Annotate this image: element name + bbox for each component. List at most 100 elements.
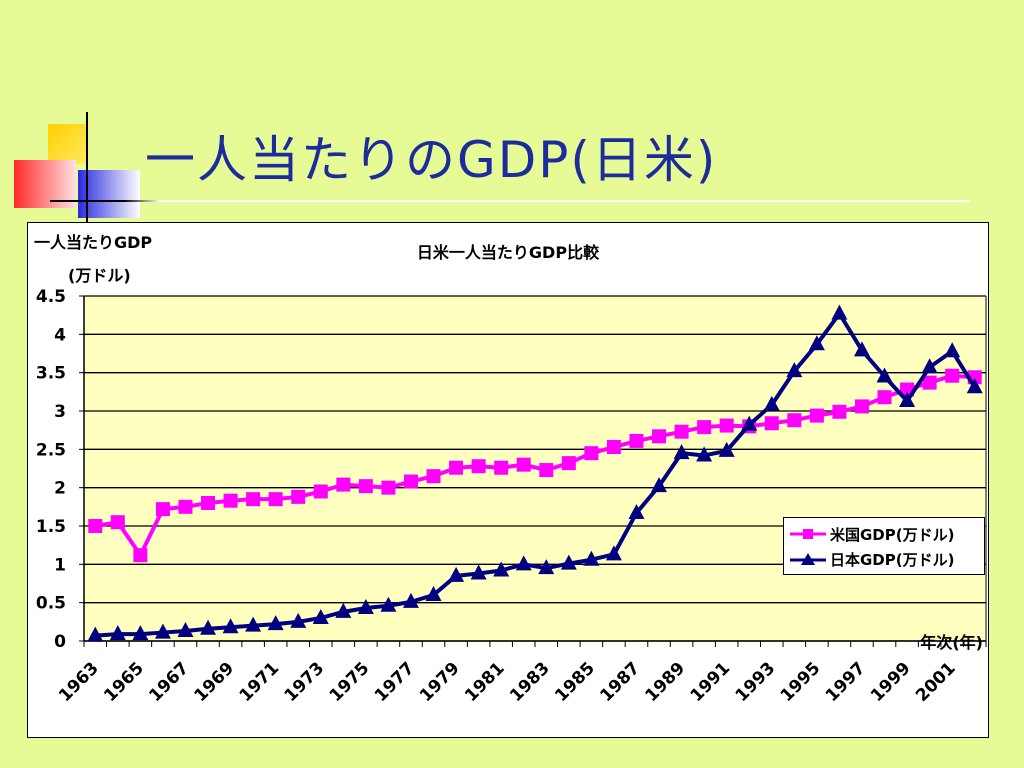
data-point-jp [177, 622, 194, 638]
data-point-jp [538, 559, 555, 575]
data-point-jp [628, 503, 645, 519]
x-tick-label: 1995 [777, 658, 825, 706]
data-point-us [561, 456, 576, 471]
y-tick-label: 2 [54, 479, 66, 499]
chart-area: 0 0.5 1 1.5 2 2.5 3 3.5 4 4.5 1963 1965 1967 1969 197… [27, 222, 989, 738]
x-tick-label: 1967 [145, 658, 193, 706]
data-point-us [471, 459, 486, 474]
chart-svg: 00.511.522.533.544.5 1963196519671969197… [34, 233, 987, 706]
data-point-jp [335, 602, 352, 618]
x-tick-label: 1973 [281, 658, 329, 706]
decor-blue-square [78, 170, 140, 218]
x-tick-label: 1963 [55, 658, 103, 706]
x-tick-label: 1971 [236, 658, 284, 706]
data-point-jp [402, 592, 419, 608]
data-point-us [178, 499, 193, 514]
series-line-jp [95, 311, 977, 638]
data-point-us [291, 489, 306, 504]
data-point-us [88, 519, 103, 533]
data-point-jp [696, 446, 713, 462]
x-tick-label: 1975 [326, 658, 374, 706]
data-point-jp [786, 362, 803, 378]
x-tick-label: 1987 [596, 658, 644, 706]
data-point-us [629, 433, 644, 448]
data-point-jp [944, 342, 961, 358]
slide-title: 一人当たりのGDP(日米) [145, 131, 718, 189]
x-tick-label: 1979 [416, 658, 464, 706]
data-point-jp [966, 378, 983, 394]
data-point-jp [808, 335, 825, 351]
data-point-us [358, 479, 373, 494]
data-point-us [516, 457, 531, 472]
data-point-jp [357, 599, 374, 615]
y-tick-label: 0.5 [36, 594, 66, 614]
data-point-jp [493, 561, 510, 577]
data-point-us [787, 413, 802, 428]
data-point-us [155, 502, 170, 517]
y-axis-label: 一人当たりGDP [34, 233, 152, 252]
data-point-us [877, 390, 892, 405]
y-axis-unit: (万ドル) [68, 266, 131, 285]
data-point-us [652, 429, 667, 444]
y-tick-label: 1 [54, 555, 66, 575]
y-tick-label: 2.5 [36, 440, 66, 460]
legend-label-jp: 日本GDP(万ドル) [830, 550, 955, 569]
data-point-jp [222, 618, 239, 634]
x-tick-label: 1965 [100, 658, 148, 706]
data-point-us [426, 469, 441, 484]
data-point-us [381, 480, 396, 495]
data-point-jp [87, 626, 104, 642]
y-tick-label: 4.5 [36, 287, 66, 307]
data-point-us [449, 460, 464, 475]
data-point-jp [763, 395, 780, 411]
y-tick-label: 0 [54, 632, 66, 652]
data-point-jp [560, 554, 577, 570]
data-point-us [133, 548, 148, 563]
decor-vertical-line [86, 112, 88, 222]
legend-item-jp: 日本GDP(万ドル) [790, 548, 954, 570]
data-point-jp [245, 616, 262, 632]
data-point-us [809, 408, 824, 423]
data-point-us [268, 492, 283, 507]
data-point-us [246, 492, 261, 507]
data-point-jp [132, 625, 149, 641]
legend: 米国GDP(万ドル) 日本GDP(万ドル) [783, 517, 985, 575]
data-point-us [403, 474, 418, 489]
x-tick-label: 1977 [371, 658, 419, 706]
data-point-us [674, 424, 689, 439]
data-point-jp [741, 415, 758, 431]
data-point-us [223, 493, 238, 508]
x-tick-label: 1993 [732, 658, 780, 706]
data-point-jp [290, 612, 307, 628]
data-point-jp [515, 555, 532, 571]
x-tick-label: 1991 [687, 658, 735, 706]
series-group [87, 304, 983, 642]
data-point-jp [267, 615, 284, 631]
legend-item-us: 米国GDP(万ドル) [790, 523, 954, 545]
data-point-us [539, 463, 554, 478]
data-point-us [697, 420, 712, 435]
data-point-jp [154, 623, 171, 639]
data-point-us [494, 460, 509, 475]
y-tick-label: 3 [54, 402, 66, 422]
title-underline [50, 200, 970, 202]
data-point-jp [425, 586, 442, 601]
data-point-us [922, 375, 937, 390]
y-tick-label: 4 [54, 325, 66, 345]
data-point-jp [921, 358, 938, 374]
data-point-jp [673, 444, 690, 460]
data-point-us [854, 399, 869, 414]
x-tick-label: 1985 [551, 658, 599, 706]
decor-yellow-square [48, 124, 88, 164]
legend-marker-jp [790, 553, 826, 565]
data-point-jp [312, 609, 329, 624]
data-point-jp [651, 477, 668, 493]
legend-marker-us [790, 529, 826, 539]
data-point-us [110, 515, 125, 530]
data-point-jp [200, 619, 217, 635]
x-tick-label: 1983 [506, 658, 554, 706]
y-tick-label: 1.5 [36, 517, 66, 537]
x-tick-label: 1969 [191, 658, 239, 706]
data-point-jp [583, 550, 600, 566]
legend-label-us: 米国GDP(万ドル) [830, 525, 955, 544]
